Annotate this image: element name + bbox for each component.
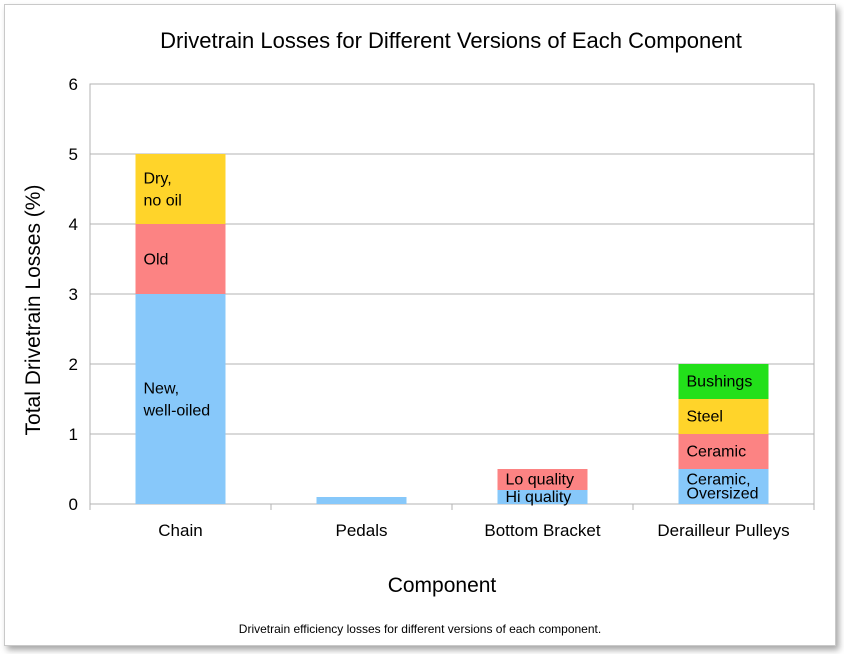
figure-caption: Drivetrain efficiency losses for differe… bbox=[239, 622, 601, 636]
category-labels: Chain Pedals Bottom Bracket Derailleur Pull… bbox=[158, 521, 789, 540]
y-tick-label: 5 bbox=[69, 145, 78, 164]
segment-label: Old bbox=[144, 252, 169, 269]
category-label: Chain bbox=[158, 521, 202, 540]
category-label: Derailleur Pulleys bbox=[657, 521, 789, 540]
y-tick-labels: 0 1 2 3 4 5 6 bbox=[69, 75, 78, 514]
y-tick-label: 4 bbox=[69, 215, 78, 234]
y-tick-label: 6 bbox=[69, 75, 78, 94]
bar-segment bbox=[135, 224, 226, 294]
y-tick-label: 1 bbox=[69, 425, 78, 444]
segment-label: Dry, bbox=[144, 171, 172, 188]
segment-label: Oversized bbox=[687, 485, 759, 502]
category-label: Pedals bbox=[336, 521, 388, 540]
chart-title: Drivetrain Losses for Different Versions… bbox=[160, 28, 742, 53]
segment-label: Ceramic bbox=[687, 443, 747, 460]
segment-label: no oil bbox=[144, 193, 182, 210]
bar-segment bbox=[678, 399, 769, 434]
segment-label: Steel bbox=[687, 408, 723, 425]
y-tick-label: 0 bbox=[69, 495, 78, 514]
segment-label: well-oiled bbox=[143, 403, 211, 420]
bar-segment bbox=[135, 294, 226, 504]
bar-segment bbox=[316, 497, 407, 504]
segment-label: New, bbox=[144, 381, 180, 398]
y-axis-label: Total Drivetrain Losses (%) bbox=[22, 185, 45, 436]
bar-segment bbox=[678, 469, 769, 504]
category-label: Bottom Bracket bbox=[484, 521, 600, 540]
y-tick-label: 3 bbox=[69, 285, 78, 304]
x-axis-label: Component bbox=[388, 574, 497, 597]
segment-label: Bushings bbox=[687, 373, 753, 390]
bar-segment bbox=[678, 434, 769, 469]
segment-label: Ceramic, bbox=[687, 471, 751, 488]
bar-segment bbox=[497, 490, 588, 504]
bar-segment bbox=[135, 154, 226, 224]
bars: New, well-oiled Old Dry, no oil Hi qualityLo … bbox=[135, 154, 769, 506]
segment-label: Hi quality bbox=[506, 489, 572, 506]
segment-label: Lo quality bbox=[506, 471, 575, 488]
y-tick-label: 2 bbox=[69, 355, 78, 374]
bar-segment bbox=[497, 469, 588, 490]
bar-segment bbox=[678, 364, 769, 399]
